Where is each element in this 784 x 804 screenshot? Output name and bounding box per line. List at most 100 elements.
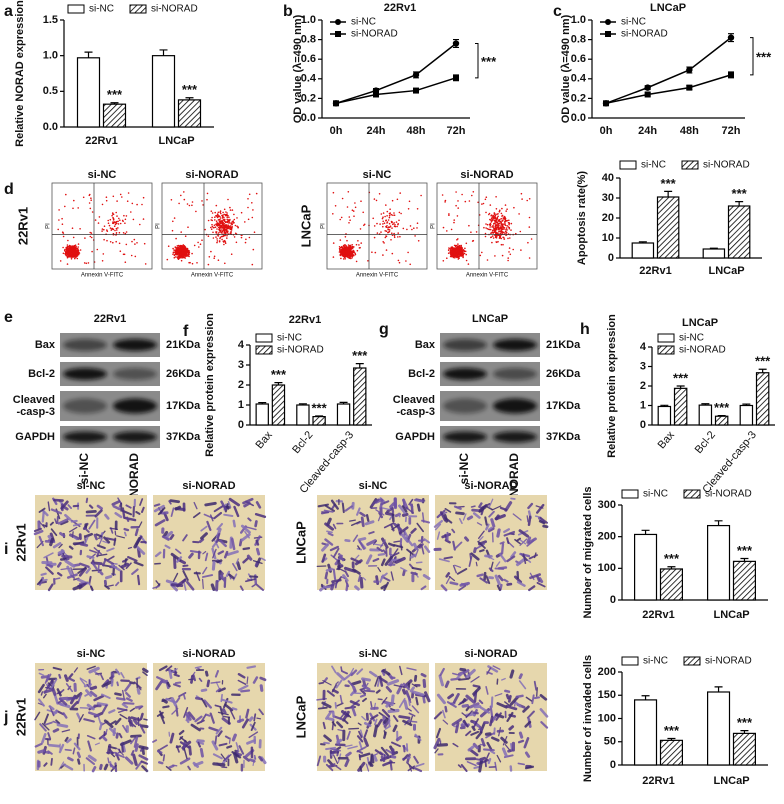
cell bbox=[62, 712, 68, 719]
significance: *** bbox=[664, 723, 680, 738]
cell bbox=[99, 763, 103, 771]
cell bbox=[122, 701, 135, 705]
x-tick-label: Bcl-2 bbox=[693, 429, 718, 456]
flow-event bbox=[204, 228, 206, 231]
flow-event bbox=[227, 224, 229, 227]
cell bbox=[373, 718, 378, 726]
cell bbox=[324, 538, 334, 546]
cell bbox=[50, 678, 58, 689]
cell bbox=[389, 676, 396, 680]
flow-event bbox=[226, 237, 228, 239]
cell bbox=[412, 542, 419, 551]
cell bbox=[173, 673, 180, 678]
flow-event bbox=[103, 238, 105, 241]
bar bbox=[336, 403, 351, 426]
bar bbox=[271, 384, 286, 426]
cell bbox=[41, 722, 50, 731]
cell bbox=[215, 726, 223, 735]
cell bbox=[143, 718, 148, 721]
legend-label: si-NC bbox=[679, 333, 704, 344]
significance: *** bbox=[661, 176, 677, 191]
flow-event bbox=[362, 211, 365, 214]
flow-event bbox=[385, 219, 387, 222]
cell bbox=[449, 581, 459, 586]
cell bbox=[496, 528, 501, 538]
cell bbox=[528, 554, 538, 560]
flow-event bbox=[125, 231, 128, 233]
flow-event bbox=[382, 223, 384, 225]
cell bbox=[158, 665, 168, 672]
error-bar bbox=[667, 737, 676, 741]
significance: *** bbox=[352, 348, 368, 363]
bar bbox=[732, 560, 756, 601]
flow-event bbox=[348, 244, 351, 247]
x-tick-label: 22Rv1 bbox=[85, 135, 117, 147]
cell bbox=[328, 763, 336, 768]
flow-event bbox=[182, 244, 185, 246]
cell bbox=[56, 691, 62, 695]
cell bbox=[93, 547, 102, 555]
cell bbox=[42, 524, 48, 528]
cell bbox=[444, 705, 448, 713]
flow-event bbox=[207, 235, 210, 237]
flow-event bbox=[502, 231, 504, 234]
flow-event bbox=[341, 197, 344, 200]
cell bbox=[136, 688, 141, 695]
flow-event bbox=[226, 212, 228, 214]
flow-event bbox=[65, 193, 67, 196]
error-bar bbox=[110, 102, 119, 105]
flow-event bbox=[386, 215, 388, 217]
cell bbox=[515, 558, 526, 567]
flow-event bbox=[506, 229, 508, 231]
flow-event bbox=[224, 231, 226, 234]
cell bbox=[518, 673, 523, 680]
cell bbox=[118, 748, 121, 754]
cell bbox=[53, 577, 61, 581]
cell bbox=[331, 578, 342, 583]
flow-event bbox=[79, 228, 81, 230]
lane-label: si-NC bbox=[77, 453, 91, 485]
flow-event bbox=[98, 216, 101, 218]
cell bbox=[259, 684, 264, 692]
cell bbox=[40, 572, 47, 576]
image-column-label: si-NC bbox=[77, 648, 106, 660]
cell bbox=[204, 552, 209, 562]
cell bbox=[127, 716, 133, 727]
cell bbox=[506, 582, 513, 586]
cell bbox=[347, 713, 352, 718]
cell bbox=[357, 537, 367, 542]
flow-event bbox=[63, 250, 66, 252]
bar bbox=[631, 242, 655, 259]
cell bbox=[231, 537, 236, 551]
cell bbox=[72, 747, 76, 755]
flow-event bbox=[507, 237, 509, 240]
flow-event bbox=[221, 217, 224, 219]
cell bbox=[452, 742, 459, 748]
cell bbox=[354, 554, 360, 560]
flow-event bbox=[460, 244, 462, 247]
cell bbox=[478, 505, 487, 513]
flow-event bbox=[358, 244, 360, 246]
flow-event bbox=[77, 207, 79, 209]
cell bbox=[503, 528, 511, 534]
cell bbox=[209, 514, 214, 522]
flow-event bbox=[106, 239, 108, 242]
flow-event bbox=[207, 263, 210, 266]
flow-event bbox=[411, 228, 413, 231]
flow-event bbox=[508, 251, 510, 253]
cell bbox=[159, 710, 165, 719]
flow-event bbox=[227, 198, 229, 201]
cell bbox=[236, 561, 241, 570]
cell bbox=[175, 548, 182, 555]
series-line bbox=[605, 74, 732, 105]
flow-event bbox=[255, 192, 258, 195]
flow-event bbox=[73, 246, 76, 248]
flow-event bbox=[393, 212, 395, 214]
flow-event bbox=[386, 210, 389, 213]
cell bbox=[43, 762, 48, 767]
cell bbox=[536, 503, 545, 514]
cell bbox=[108, 748, 114, 755]
cell bbox=[50, 757, 53, 766]
flow-event bbox=[458, 255, 461, 258]
